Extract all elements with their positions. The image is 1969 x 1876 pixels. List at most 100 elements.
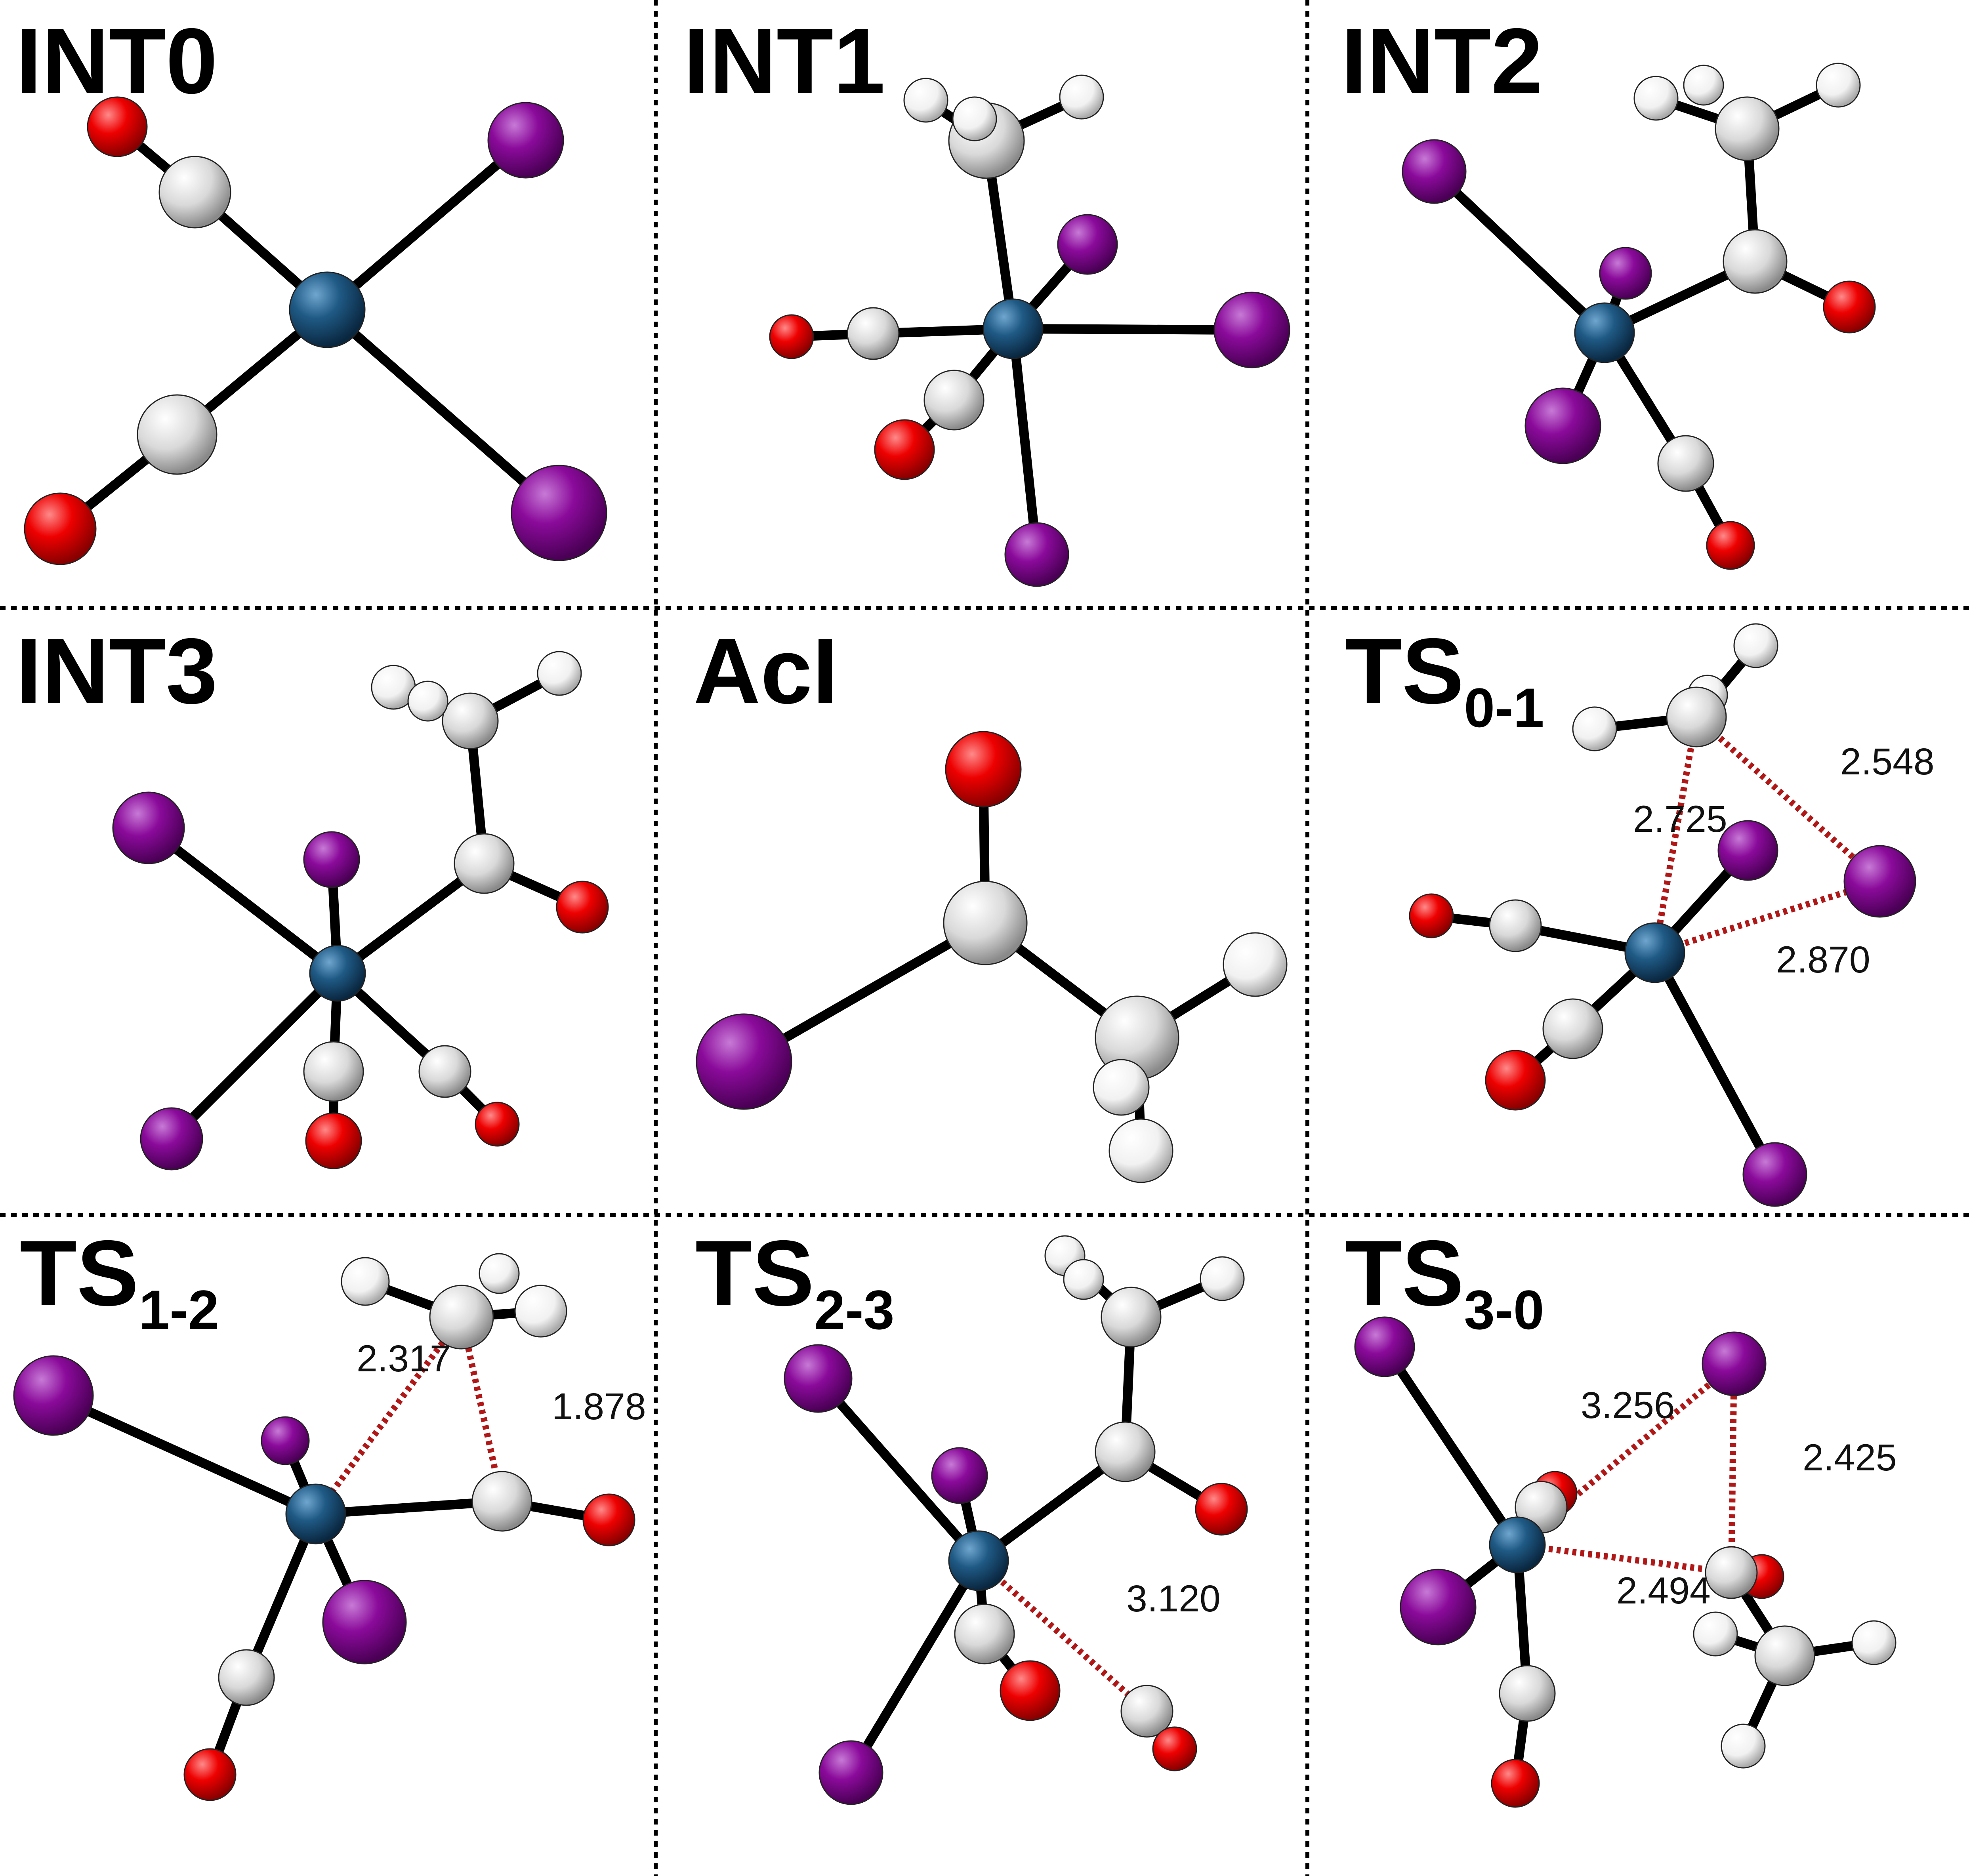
interaction-line	[1517, 1545, 1731, 1573]
iodine-atom	[1702, 1332, 1766, 1396]
title-ts01-subscript: 0-1	[1464, 677, 1544, 739]
oxygen-atom	[25, 493, 96, 564]
title-ts23-main: TS	[695, 1221, 814, 1325]
carbon-atom	[1715, 97, 1779, 160]
carbon-atom	[1658, 436, 1713, 491]
iodine-atom	[932, 1448, 987, 1503]
hydrogen-atom	[1573, 707, 1616, 751]
hydrogen-atom	[342, 1258, 389, 1305]
distance-label: 2.317	[357, 1338, 451, 1380]
bond-rh-i1	[1434, 172, 1605, 333]
title-int0: INT0	[16, 9, 218, 113]
oxygen-atom	[1196, 1483, 1247, 1535]
iodine-atom	[113, 792, 184, 864]
carbon-atom	[454, 834, 514, 893]
rhodium-atom	[983, 299, 1043, 358]
carbon-atom	[1101, 1287, 1161, 1347]
title-ts01-main: TS	[1345, 619, 1464, 723]
iodine-atom	[696, 1014, 792, 1109]
title-int1: INT1	[683, 9, 885, 113]
title-ts30-subscript: 3-0	[1464, 1279, 1544, 1341]
molecule-layer: 2.725 2.548 2.870 2.317 1.878 3.120 3.256 2.425…	[14, 63, 1935, 1807]
bond-rh-i3	[851, 1561, 979, 1773]
carbon-atom	[1095, 1422, 1155, 1481]
hydrogen-atom	[1634, 76, 1678, 120]
carbon-atom	[443, 693, 498, 749]
oxygen-atom	[1824, 281, 1875, 333]
iodine-atom	[784, 1345, 852, 1412]
hydrogen-atom	[904, 78, 948, 122]
hydrogen-atom	[538, 652, 581, 695]
bond-rh-i1	[327, 140, 526, 310]
carbon-atom	[1755, 1626, 1814, 1685]
title-ts12-subscript: 1-2	[139, 1279, 219, 1341]
hydrogen-atom	[1200, 1257, 1244, 1300]
hydrogen-atom	[479, 1254, 519, 1293]
title-ts12-main: TS	[20, 1221, 139, 1325]
oxygen-atom	[770, 315, 813, 358]
rhodium-atom	[290, 272, 365, 347]
title-ts30: TS3-0	[1345, 1221, 1544, 1341]
oxygen-atom	[1486, 1050, 1545, 1110]
molecule-int3	[113, 652, 608, 1170]
hydrogen-atom	[1816, 63, 1860, 107]
iodine-atom	[1600, 248, 1651, 299]
hydrogen-atom	[1223, 933, 1287, 996]
bond-rh-i1	[1385, 1347, 1517, 1545]
carbon-atom	[1667, 687, 1726, 747]
title-int2: INT2	[1341, 9, 1543, 113]
hydrogen-atom	[953, 97, 996, 141]
molecule-ts12: 2.317 1.878	[14, 1254, 646, 1800]
hydrogen-atom	[1684, 65, 1723, 105]
distance-label: 2.725	[1633, 798, 1727, 840]
oxygen-atom	[557, 881, 608, 933]
oxygen-atom	[184, 1749, 236, 1800]
distance-label: 2.494	[1616, 1570, 1711, 1612]
oxygen-atom	[306, 1113, 361, 1169]
carbon-atom	[137, 395, 217, 474]
carbon-atom	[219, 1650, 274, 1705]
oxygen-atom	[475, 1102, 519, 1146]
title-ts01: TS0-1	[1345, 619, 1544, 739]
hydrogen-atom	[1852, 1621, 1896, 1664]
distance-label: 2.870	[1776, 939, 1870, 981]
hydrogen-atom	[1093, 1060, 1149, 1115]
iodine-atom	[1525, 388, 1601, 463]
rhodium-atom	[949, 1531, 1008, 1590]
iodine-atom	[1355, 1317, 1414, 1376]
title-int3: INT3	[16, 619, 218, 723]
iodine-atom	[1058, 215, 1117, 274]
oxygen-atom	[1153, 1727, 1196, 1771]
hydrogen-atom	[408, 681, 448, 721]
iodine-atom	[1402, 140, 1466, 203]
oxygen-atom	[946, 732, 1021, 807]
hydrogen-atom	[1060, 75, 1103, 119]
rhodium-atom	[1575, 303, 1634, 362]
iodine-atom	[1400, 1569, 1476, 1645]
hydrogen-atom	[1064, 1260, 1103, 1299]
molecule-ts30: 3.256 2.425 2.494	[1355, 1317, 1897, 1807]
iodine-atom	[14, 1356, 93, 1435]
molecule-int0	[25, 97, 607, 564]
carbon-atom	[304, 1042, 363, 1101]
hydrogen-atom	[515, 1285, 567, 1337]
carbon-atom	[847, 308, 899, 359]
iodine-atom	[141, 1108, 202, 1170]
carbon-atom	[159, 156, 231, 228]
distance-label: 3.120	[1126, 1578, 1221, 1620]
oxygen-atom	[1410, 894, 1453, 938]
rhodium-atom	[1490, 1517, 1545, 1573]
hydrogen-atom	[1721, 1724, 1765, 1768]
bond-rh-i3	[1655, 953, 1775, 1174]
rhodium-atom	[310, 946, 365, 1001]
molecule-int1	[770, 75, 1290, 586]
distance-label: 3.256	[1581, 1384, 1675, 1426]
iodine-atom	[304, 832, 359, 887]
iodine-atom	[261, 1417, 309, 1464]
molecule-int2	[1402, 63, 1875, 569]
distance-label: 2.548	[1840, 741, 1935, 783]
oxygen-atom	[1492, 1760, 1539, 1807]
carbon-atom	[419, 1046, 471, 1097]
hydrogen-atom	[1109, 1119, 1173, 1182]
